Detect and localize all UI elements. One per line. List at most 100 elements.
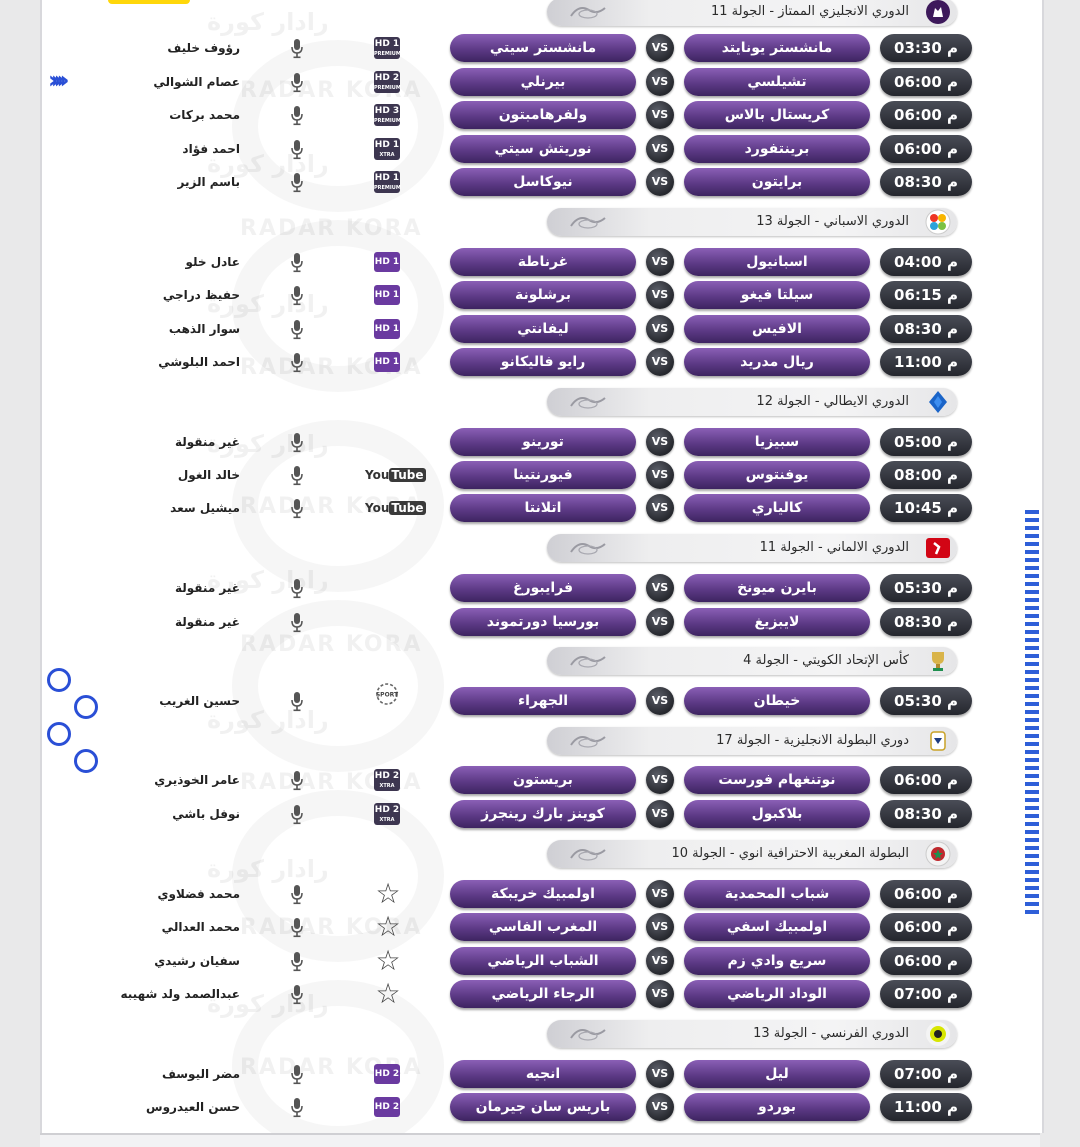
home-team[interactable]: سبيزيا <box>684 428 870 456</box>
away-team[interactable]: كوينز بارك رينجرز <box>450 800 636 828</box>
match-time: 07:00 م <box>880 1060 972 1088</box>
match-time: 05:30 م <box>880 574 972 602</box>
youtube-you-label: You <box>365 468 390 482</box>
arryadia-star-icon: ☆ <box>375 910 401 943</box>
radar-kora-emblem-icon <box>567 844 609 864</box>
away-team[interactable]: الرجاء الرياضي <box>450 980 636 1008</box>
microphone-icon <box>290 351 304 373</box>
away-team[interactable]: تورينو <box>450 428 636 456</box>
home-team[interactable]: نوتنغهام فورست <box>684 766 870 794</box>
home-team[interactable]: كالياري <box>684 494 870 522</box>
away-team[interactable]: نيوكاسل <box>450 168 636 196</box>
home-team[interactable]: اسبانيول <box>684 248 870 276</box>
match-time: 07:00 م <box>880 980 972 1008</box>
microphone-icon <box>290 171 304 193</box>
youtube-logo-icon: You Tube <box>365 465 426 485</box>
away-team[interactable]: الجهراء <box>450 687 636 715</box>
channel-number: 2 <box>389 1069 400 1079</box>
channel-hd-label: HD <box>374 39 390 49</box>
away-team[interactable]: مانشستر سيتي <box>450 34 636 62</box>
league-title: الدوري الاسباني - الجولة 13 <box>756 214 909 229</box>
away-team[interactable]: انجيه <box>450 1060 636 1088</box>
vs-badge: VS <box>646 168 674 196</box>
away-team[interactable]: فيورنتينا <box>450 461 636 489</box>
away-team[interactable]: غرناطة <box>450 248 636 276</box>
league-title: كأس الإتحاد الكويتي - الجولة 4 <box>743 653 909 668</box>
youtube-logo-icon: You Tube <box>365 498 426 518</box>
away-team[interactable]: نوريتش سيتي <box>450 135 636 163</box>
commentator-name: محمد العدالي <box>161 920 240 934</box>
away-team[interactable]: باريس سان جيرمان <box>450 1093 636 1121</box>
commentator-name: رؤوف خليف <box>167 41 240 55</box>
channel-hd-badge: HD 1 PREMIUM <box>374 37 401 59</box>
bundesliga-logo-icon <box>925 535 951 561</box>
home-team[interactable]: سريع وادي زم <box>684 947 870 975</box>
channel-hd-label: HD <box>374 290 390 300</box>
commentator-name: حفيظ دراجي <box>162 288 240 302</box>
channel-number: 1 <box>389 140 400 150</box>
home-team[interactable]: برينتفورد <box>684 135 870 163</box>
away-team[interactable]: ولفرهامبتون <box>450 101 636 129</box>
match-time: 06:00 م <box>880 68 972 96</box>
arryadia-star-icon: ☆ <box>375 944 401 977</box>
microphone-icon <box>290 883 304 905</box>
away-team[interactable]: بيرنلي <box>450 68 636 96</box>
vs-badge: VS <box>646 34 674 62</box>
microphone-icon <box>290 769 304 791</box>
home-team[interactable]: سيلتا فيغو <box>684 281 870 309</box>
match-time: 06:00 م <box>880 880 972 908</box>
channel-hd-label: HD <box>374 173 390 183</box>
away-team[interactable]: الشباب الرياضي <box>450 947 636 975</box>
schedule-card: رادار كورة رادار كورة رادار كورة رادار كورة… <box>40 0 1044 1133</box>
microphone-icon <box>290 1096 304 1118</box>
home-team[interactable]: بوردو <box>684 1093 870 1121</box>
home-team[interactable]: تشيلسي <box>684 68 870 96</box>
channel-number: 2 <box>389 771 400 781</box>
league-header: الدوري الايطالي - الجولة 12 <box>547 388 957 416</box>
home-team[interactable]: خيطان <box>684 687 870 715</box>
home-team[interactable]: شباب المحمدية <box>684 880 870 908</box>
home-team[interactable]: بايرن ميونخ <box>684 574 870 602</box>
away-team[interactable]: برشلونة <box>450 281 636 309</box>
away-team[interactable]: اولمبيك خريبكة <box>450 880 636 908</box>
commentator-name: باسم الزير <box>177 175 240 189</box>
home-team[interactable]: الوداد الرياضي <box>684 980 870 1008</box>
away-team[interactable]: المغرب الفاسي <box>450 913 636 941</box>
channel-tier-label: PREMIUM <box>374 185 401 191</box>
home-team[interactable]: اولمبيك اسفي <box>684 913 870 941</box>
vs-badge: VS <box>646 913 674 941</box>
microphone-icon <box>290 138 304 160</box>
away-team[interactable]: بريستون <box>450 766 636 794</box>
home-team[interactable]: لايبزيغ <box>684 608 870 636</box>
home-team[interactable]: الافيس <box>684 315 870 343</box>
microphone-icon <box>290 497 304 519</box>
match-time: 05:30 م <box>880 687 972 715</box>
radar-kora-emblem-icon <box>567 538 609 558</box>
channel-hd-label: HD <box>374 1102 390 1112</box>
circle-decoration-icon <box>47 722 71 746</box>
home-team[interactable]: ريال مدريد <box>684 348 870 376</box>
channel-tier-label: PREMIUM <box>374 85 401 91</box>
home-team[interactable]: ليل <box>684 1060 870 1088</box>
home-team[interactable]: مانشستر يونايتد <box>684 34 870 62</box>
away-team[interactable]: فرايبورغ <box>450 574 636 602</box>
away-team[interactable]: بورسيا دورتموند <box>450 608 636 636</box>
microphone-icon <box>290 431 304 453</box>
microphone-icon <box>290 251 304 273</box>
match-time: 06:00 م <box>880 101 972 129</box>
home-team[interactable]: برايتون <box>684 168 870 196</box>
microphone-icon <box>290 950 304 972</box>
circle-decoration-icon <box>47 668 71 692</box>
commentator-name: محمد بركات <box>169 108 240 122</box>
vs-badge: VS <box>646 494 674 522</box>
home-team[interactable]: يوفنتوس <box>684 461 870 489</box>
home-team[interactable]: كريستال بالاس <box>684 101 870 129</box>
vs-badge: VS <box>646 766 674 794</box>
away-team[interactable]: اتلانتا <box>450 494 636 522</box>
vs-badge: VS <box>646 135 674 163</box>
home-team[interactable]: بلاكبول <box>684 800 870 828</box>
away-team[interactable]: رايو فاليكانو <box>450 348 636 376</box>
channel-tier-label: PREMIUM <box>374 118 401 124</box>
away-team[interactable]: ليفانتي <box>450 315 636 343</box>
youtube-you-label: You <box>365 501 390 515</box>
